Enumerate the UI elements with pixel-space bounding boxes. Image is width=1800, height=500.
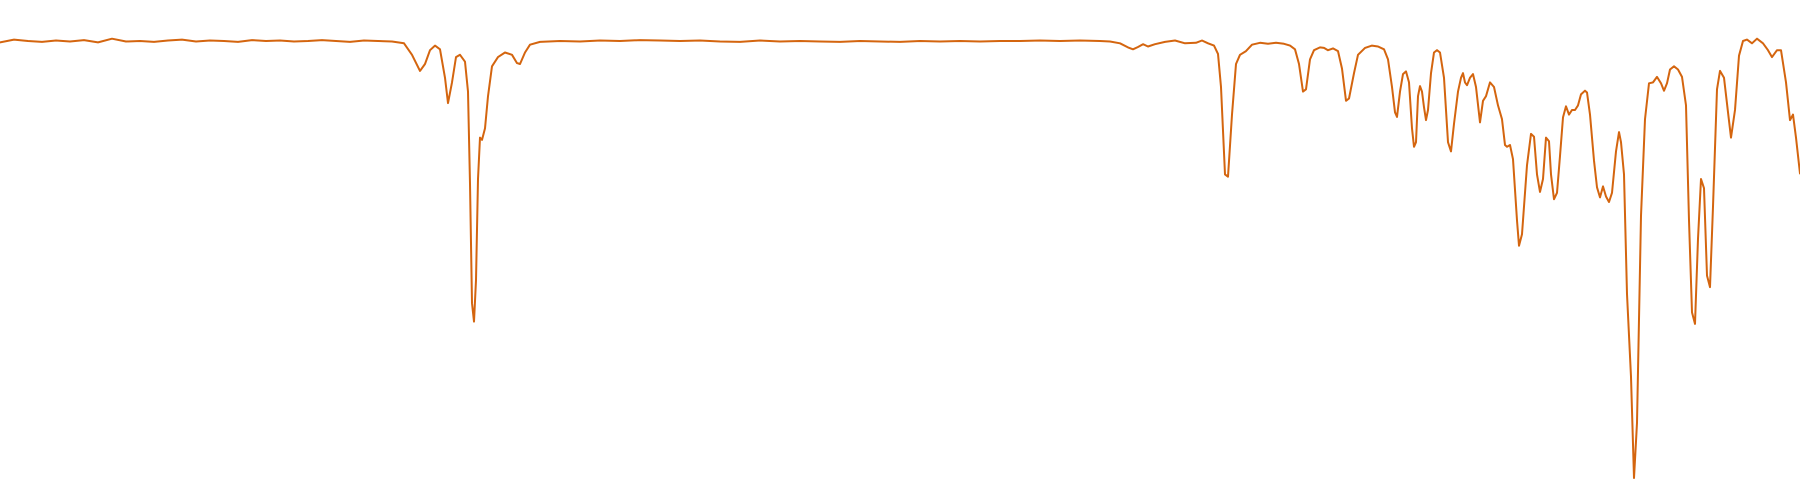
series-line-0 [0,37,1800,479]
